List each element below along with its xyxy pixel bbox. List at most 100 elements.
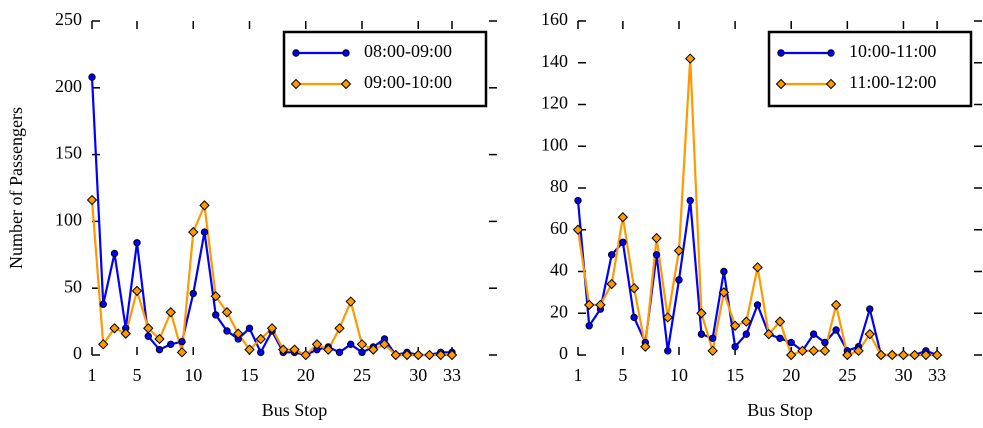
data-point (255, 333, 266, 345)
data-point (685, 53, 696, 64)
y-tick-label: 50 (64, 276, 82, 296)
legend-box (282, 30, 488, 108)
data-point (110, 249, 119, 258)
legend-marker (290, 78, 302, 90)
y-tick-label: 100 (55, 210, 82, 230)
data-point (731, 342, 739, 351)
y-axis-label: Number of Passengers (6, 107, 26, 269)
y-tick-label: 0 (73, 343, 82, 363)
data-point (257, 348, 265, 357)
y-tick-label: 60 (550, 218, 568, 238)
data-point (920, 349, 932, 361)
x-tick-label: 15 (726, 365, 744, 385)
x-tick-label: 1 (88, 365, 97, 385)
data-point (652, 251, 661, 259)
legend-label: 11:00-12:00 (849, 72, 936, 92)
legend-label: 09:00-10:00 (364, 72, 452, 92)
x-tick-label: 5 (133, 365, 142, 385)
data-point (720, 267, 728, 276)
data-point (221, 307, 233, 318)
data-point (155, 345, 164, 354)
data-point (144, 332, 152, 340)
x-tick-label: 25 (353, 365, 371, 385)
data-point (830, 299, 842, 311)
data-point (853, 345, 864, 357)
x-tick-label: 10 (184, 365, 202, 385)
data-point (909, 349, 920, 361)
data-point (188, 226, 199, 238)
data-point (154, 333, 165, 345)
data-point (707, 345, 718, 357)
x-tick-label: 25 (838, 365, 856, 385)
data-point (866, 305, 874, 313)
data-point (776, 334, 784, 342)
y-tick-label: 40 (550, 260, 568, 280)
y-tick-label: 20 (550, 301, 568, 321)
data-point (662, 312, 673, 323)
x-tick-label: 1 (574, 365, 583, 385)
data-point (595, 299, 606, 311)
data-point (109, 323, 120, 334)
data-point (266, 323, 278, 334)
data-point (786, 349, 797, 361)
data-point (334, 323, 345, 334)
data-point (628, 282, 640, 294)
data-point (640, 341, 651, 352)
data-point (619, 238, 627, 246)
data-point (335, 348, 344, 357)
data-point (199, 200, 210, 211)
data-point (88, 73, 96, 81)
data-point (875, 349, 887, 361)
data-point (753, 301, 762, 309)
data-point (178, 337, 186, 346)
data-point (797, 345, 808, 357)
data-point (832, 326, 840, 334)
data-point (244, 344, 255, 355)
data-point (864, 328, 875, 340)
data-point (630, 313, 638, 322)
legend-marker (777, 49, 785, 57)
data-point (651, 232, 662, 244)
data-point (686, 196, 694, 205)
legend-marker (342, 49, 350, 57)
y-tick-label: 80 (550, 176, 568, 196)
data-point (574, 196, 582, 205)
data-point (212, 311, 220, 319)
legend-marker (825, 78, 837, 90)
data-point (167, 340, 175, 349)
data-point (809, 330, 818, 338)
data-point (446, 349, 458, 361)
y-tick-label: 200 (55, 76, 82, 96)
data-point (131, 285, 143, 297)
data-point (390, 349, 401, 361)
data-point (585, 322, 593, 330)
y-tick-label: 100 (541, 134, 568, 154)
data-point (729, 320, 741, 331)
data-point (752, 262, 763, 273)
data-point (379, 339, 390, 350)
data-point (300, 349, 311, 361)
data-point (223, 327, 231, 335)
data-point (718, 287, 730, 298)
legend-box (767, 30, 973, 108)
legend-label: 10:00-11:00 (849, 41, 936, 61)
data-point (86, 194, 98, 206)
data-point (819, 345, 831, 357)
data-point (358, 348, 366, 357)
data-point (176, 347, 188, 358)
data-point (742, 330, 751, 338)
data-point (278, 344, 289, 355)
x-tick-label: 30 (894, 365, 912, 385)
data-point (345, 296, 356, 307)
legend-marker (292, 49, 300, 57)
x-tick-label: 30 (409, 365, 427, 385)
data-point (289, 344, 300, 355)
data-point (98, 339, 109, 350)
data-point (808, 345, 819, 357)
data-point (435, 349, 446, 361)
data-point (323, 344, 334, 355)
data-point (347, 340, 355, 349)
x-axis-label: Bus Stop (747, 400, 813, 420)
y-tick-label: 140 (541, 51, 568, 71)
